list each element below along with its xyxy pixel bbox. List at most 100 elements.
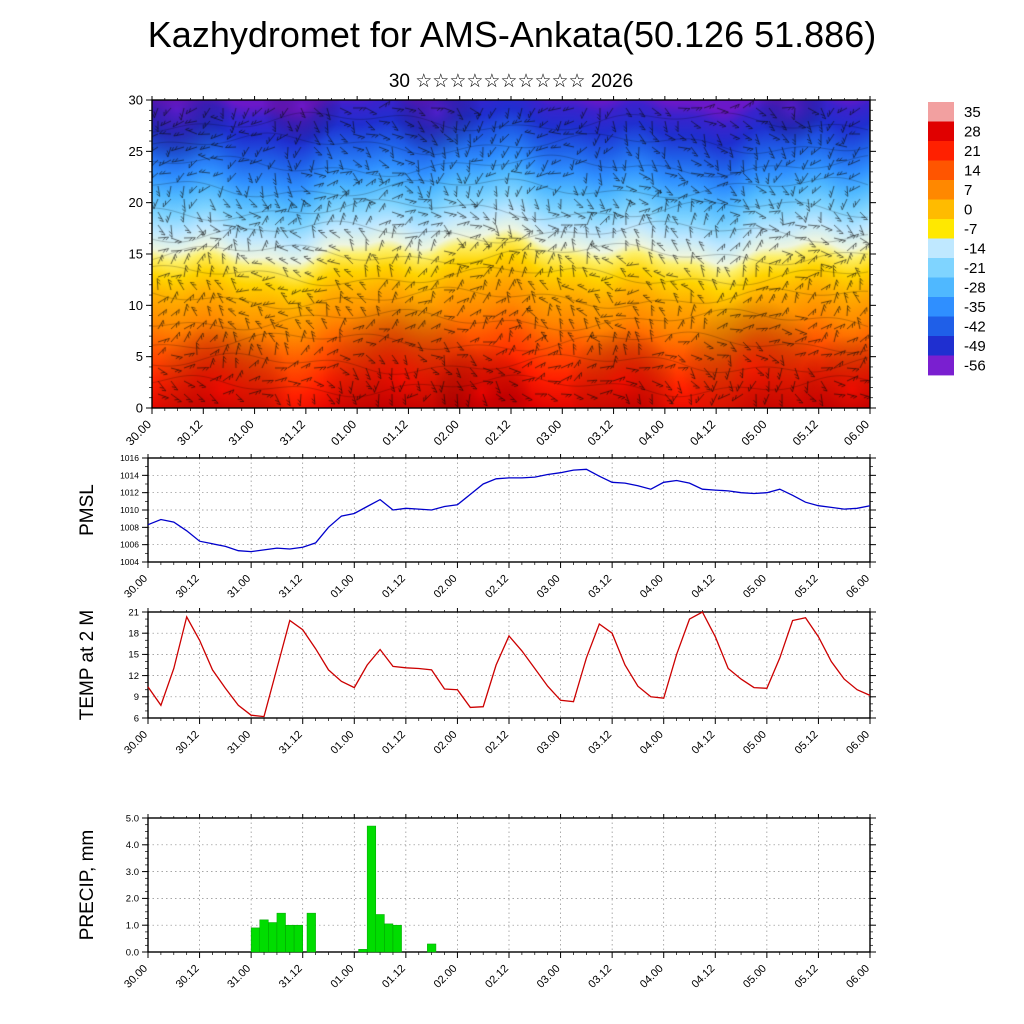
svg-text:01.12: 01.12 <box>379 417 410 448</box>
svg-text:04.00: 04.00 <box>638 573 666 601</box>
svg-text:03.00: 03.00 <box>533 417 564 448</box>
svg-text:-42: -42 <box>964 318 986 335</box>
svg-text:28: 28 <box>964 123 981 140</box>
svg-text:05.12: 05.12 <box>793 729 821 757</box>
svg-text:01.00: 01.00 <box>328 573 356 601</box>
svg-text:01.12: 01.12 <box>380 729 408 757</box>
precip-chart: 0.0 1.0 2.0 3.0 4.0 5.0 30.00 30.12 31.00 31.12 01… <box>122 813 876 991</box>
svg-text:15: 15 <box>129 247 143 262</box>
svg-text:-21: -21 <box>964 260 986 277</box>
svg-text:03.12: 03.12 <box>586 573 614 601</box>
svg-text:02.12: 02.12 <box>483 729 511 757</box>
svg-text:2.0: 2.0 <box>126 894 139 905</box>
svg-text:04.00: 04.00 <box>638 729 666 757</box>
svg-text:-35: -35 <box>964 299 986 316</box>
svg-text:1.0: 1.0 <box>126 921 139 932</box>
svg-text:6: 6 <box>134 713 139 724</box>
svg-text:20: 20 <box>129 195 143 210</box>
svg-text:04.12: 04.12 <box>689 963 717 991</box>
svg-text:02.00: 02.00 <box>432 729 460 757</box>
svg-text:01.00: 01.00 <box>328 729 356 757</box>
svg-text:06.00: 06.00 <box>844 963 872 991</box>
svg-text:30.12: 30.12 <box>174 417 205 448</box>
svg-text:1004: 1004 <box>120 557 139 567</box>
svg-text:30.00: 30.00 <box>122 573 150 601</box>
svg-text:04.00: 04.00 <box>638 963 666 991</box>
svg-text:0: 0 <box>964 201 972 218</box>
svg-text:30.12: 30.12 <box>174 963 202 991</box>
svg-text:04.00: 04.00 <box>636 417 667 448</box>
svg-text:-49: -49 <box>964 338 986 355</box>
svg-text:05.12: 05.12 <box>793 963 821 991</box>
svg-text:02.00: 02.00 <box>432 963 460 991</box>
svg-text:04.12: 04.12 <box>689 729 717 757</box>
svg-text:03.12: 03.12 <box>586 729 614 757</box>
cross-section-axes: 0 5 10 15 20 25 30 30.00 30.12 31.00 31.12 01.00 01.… <box>123 93 876 448</box>
svg-text:04.12: 04.12 <box>687 417 718 448</box>
svg-text:3.0: 3.0 <box>126 867 139 878</box>
page-title: Kazhydromet for AMS-Ankata(50.126 51.886… <box>147 14 877 55</box>
svg-text:03.00: 03.00 <box>535 729 563 757</box>
svg-text:-7: -7 <box>964 221 977 238</box>
svg-text:05.00: 05.00 <box>741 963 769 991</box>
svg-text:15: 15 <box>128 650 139 661</box>
svg-text:02.00: 02.00 <box>432 573 460 601</box>
svg-text:1012: 1012 <box>120 488 139 498</box>
svg-text:02.12: 02.12 <box>483 573 511 601</box>
svg-text:03.00: 03.00 <box>535 573 563 601</box>
svg-text:0.0: 0.0 <box>126 947 139 958</box>
svg-text:12: 12 <box>128 671 139 682</box>
svg-text:1008: 1008 <box>120 522 139 532</box>
svg-text:03.00: 03.00 <box>535 963 563 991</box>
svg-text:1010: 1010 <box>120 505 139 515</box>
svg-text:1014: 1014 <box>120 470 139 480</box>
svg-text:7: 7 <box>964 182 972 199</box>
cross-section-title: 30 ☆☆☆☆☆☆☆☆☆☆ 2026 <box>388 71 634 92</box>
svg-text:01.12: 01.12 <box>380 963 408 991</box>
svg-text:31.00: 31.00 <box>226 417 257 448</box>
svg-text:30.00: 30.00 <box>123 417 154 448</box>
svg-text:10: 10 <box>129 298 143 313</box>
svg-text:14: 14 <box>964 162 981 179</box>
svg-text:31.12: 31.12 <box>277 963 305 991</box>
svg-text:21: 21 <box>964 143 981 160</box>
svg-text:0: 0 <box>136 401 143 416</box>
svg-text:-28: -28 <box>964 279 986 296</box>
svg-text:06.00: 06.00 <box>844 729 872 757</box>
svg-text:01.00: 01.00 <box>328 963 356 991</box>
svg-text:-14: -14 <box>964 240 986 257</box>
svg-text:30: 30 <box>129 93 143 108</box>
svg-text:05.12: 05.12 <box>790 417 821 448</box>
svg-text:35: 35 <box>964 104 981 121</box>
temp-chart: 6 9 12 15 18 21 30.00 30.12 31.00 31.12 01.00 01.12… <box>122 607 876 757</box>
svg-text:31.12: 31.12 <box>277 573 305 601</box>
svg-text:01.12: 01.12 <box>380 573 408 601</box>
svg-text:04.12: 04.12 <box>689 573 717 601</box>
svg-text:31.00: 31.00 <box>225 963 253 991</box>
svg-text:30.00: 30.00 <box>122 963 150 991</box>
svg-text:06.00: 06.00 <box>844 573 872 601</box>
svg-text:02.12: 02.12 <box>483 963 511 991</box>
svg-text:03.12: 03.12 <box>586 963 614 991</box>
svg-text:03.12: 03.12 <box>585 417 616 448</box>
svg-text:30.12: 30.12 <box>174 729 202 757</box>
svg-text:9: 9 <box>134 692 139 703</box>
svg-text:4.0: 4.0 <box>126 840 139 851</box>
svg-text:25: 25 <box>129 144 143 159</box>
svg-text:31.12: 31.12 <box>277 417 308 448</box>
svg-text:-56: -56 <box>964 357 986 374</box>
svg-text:18: 18 <box>128 629 139 640</box>
svg-text:05.00: 05.00 <box>741 573 769 601</box>
svg-text:5.0: 5.0 <box>126 813 139 824</box>
svg-text:05.12: 05.12 <box>793 573 821 601</box>
svg-text:30.12: 30.12 <box>174 573 202 601</box>
svg-text:01.00: 01.00 <box>328 417 359 448</box>
svg-text:31.00: 31.00 <box>225 573 253 601</box>
svg-text:02.00: 02.00 <box>431 417 462 448</box>
svg-text:21: 21 <box>128 607 139 618</box>
svg-text:31.12: 31.12 <box>277 729 305 757</box>
temperature-colorbar: 35 28 21 14 7 0 -7 -14 -21 -28 -35 -42 -49 -56 <box>928 102 986 376</box>
cross-section-plot <box>152 100 870 408</box>
svg-text:1006: 1006 <box>120 540 139 550</box>
